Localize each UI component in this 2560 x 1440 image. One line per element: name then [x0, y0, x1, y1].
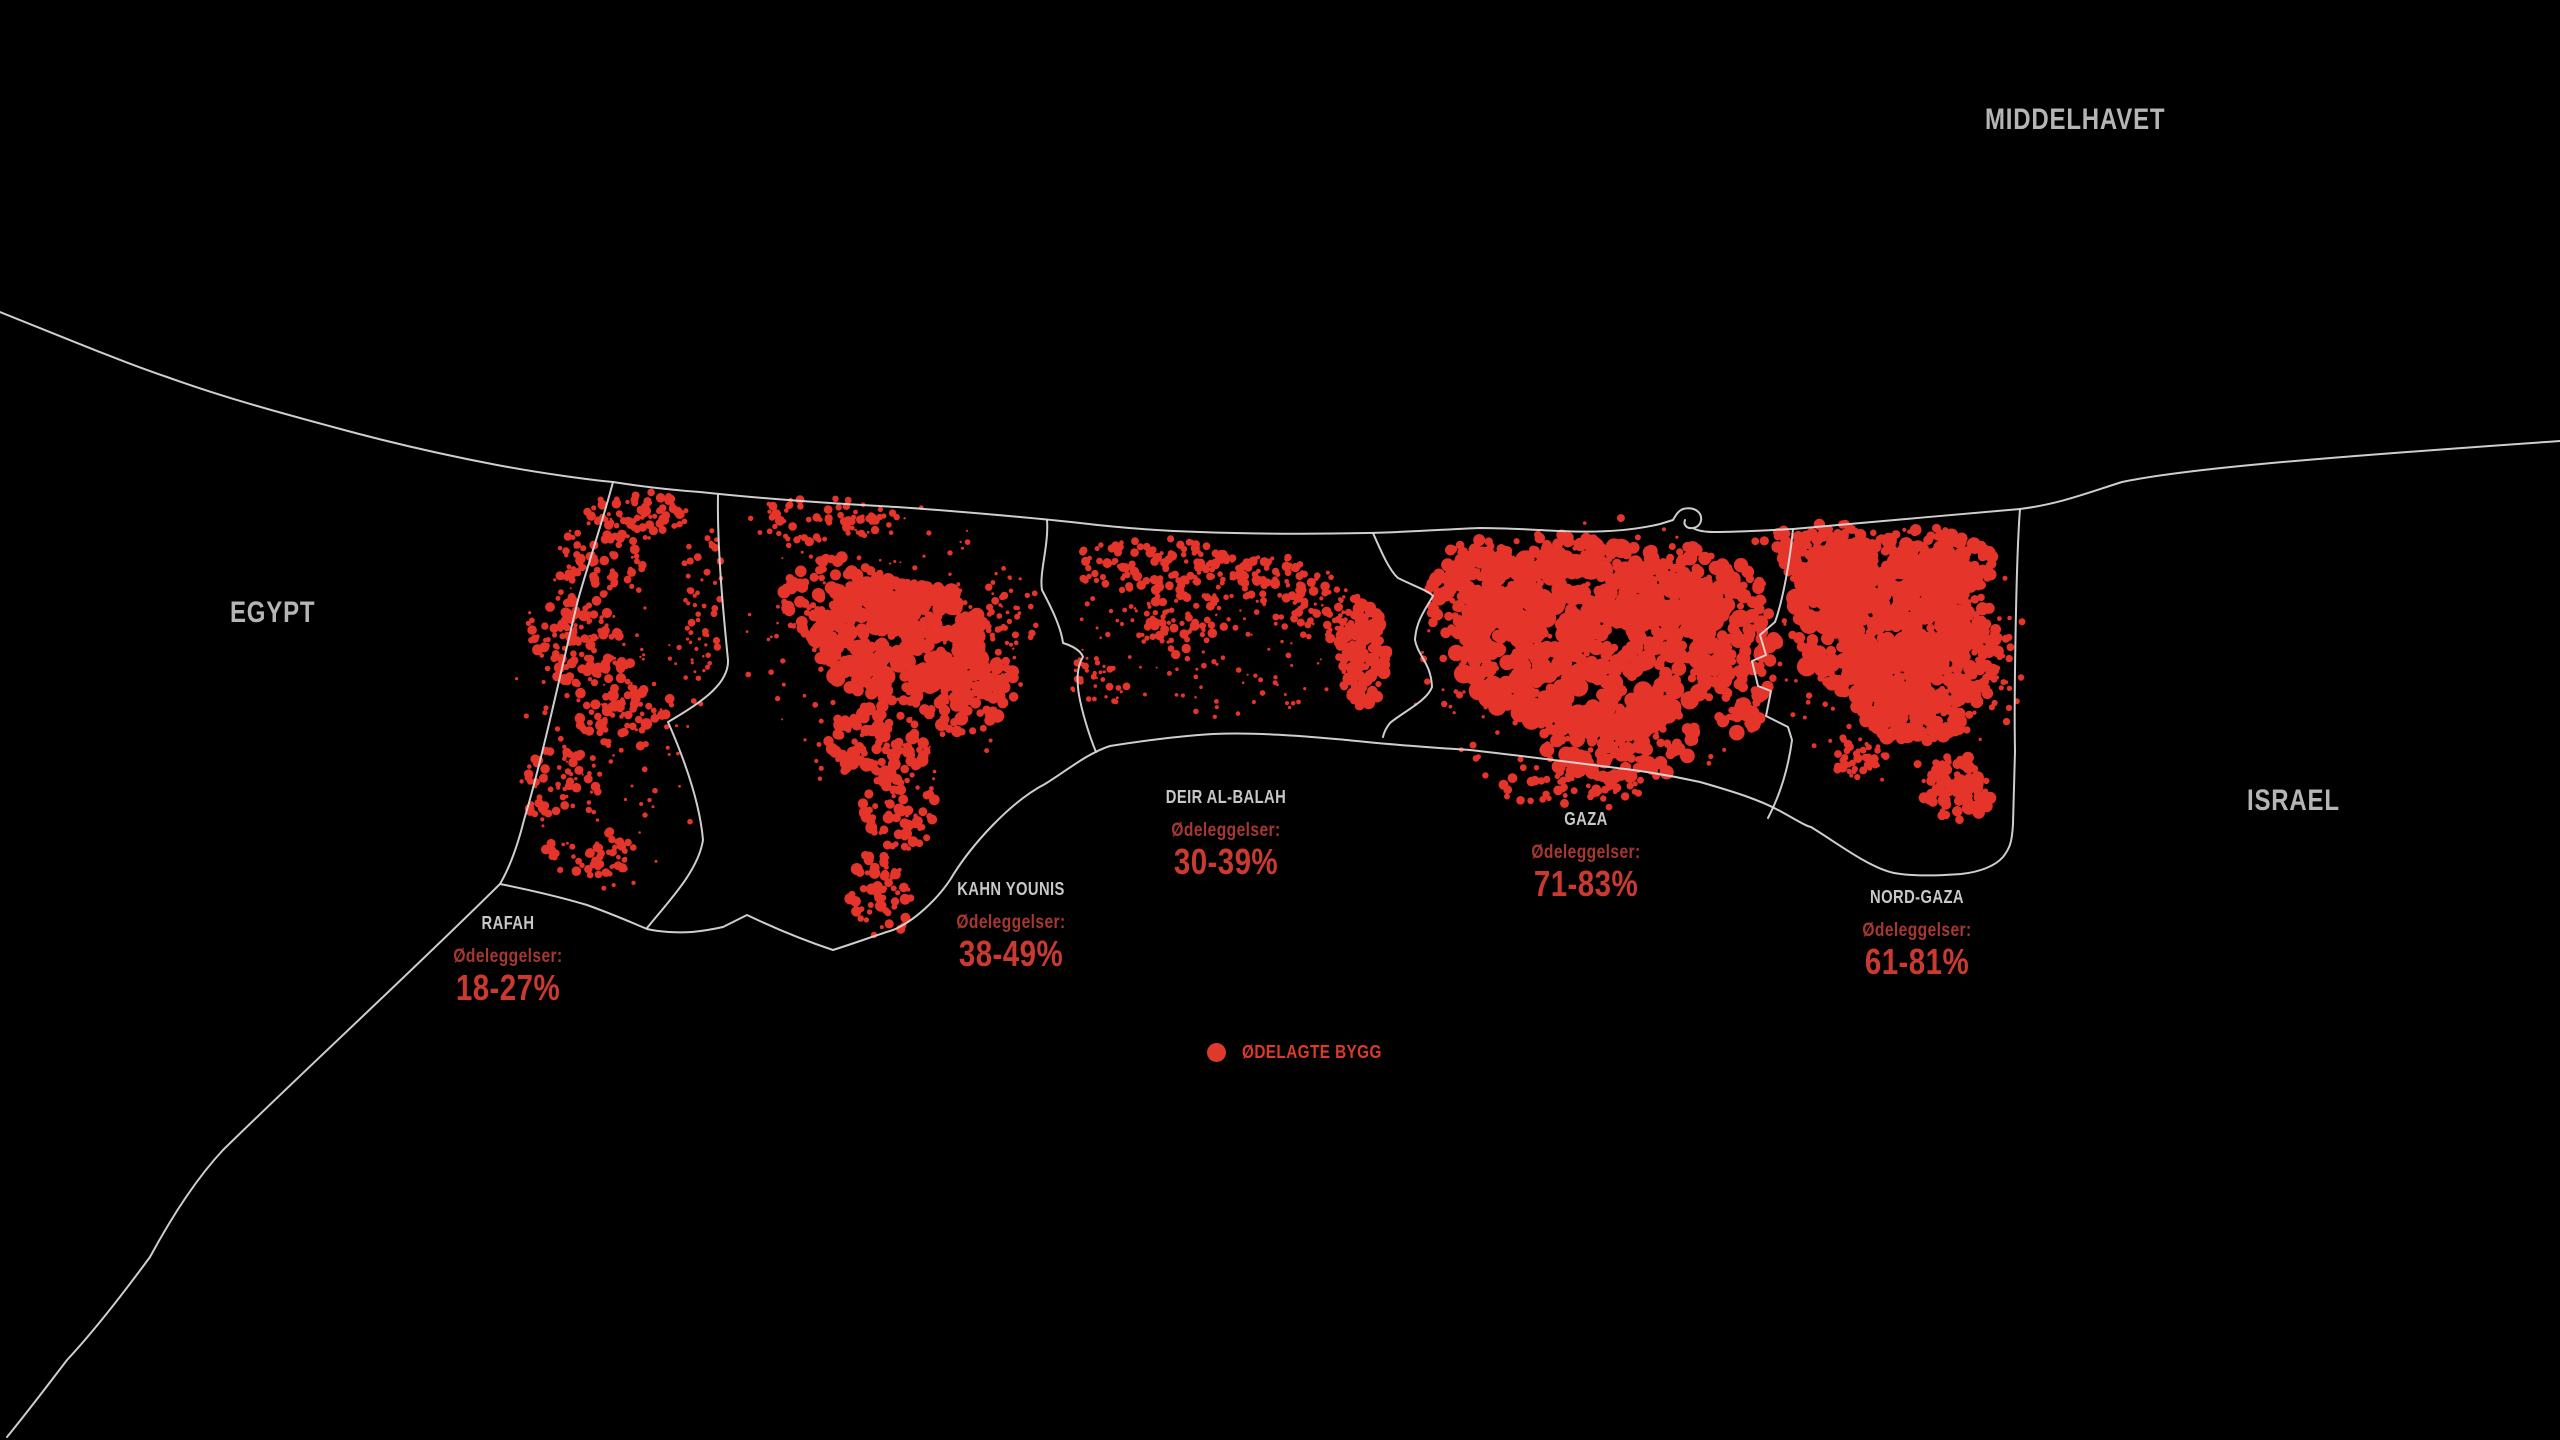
- region-name: NORD-GAZA: [1870, 887, 1964, 907]
- region-name: DEIR AL-BALAH: [1165, 787, 1287, 807]
- region-label-rafah: RAFAH Ødeleggelser: 18-27%: [453, 914, 562, 1006]
- egypt-border-line: [6, 481, 614, 1438]
- destruction-caption: Ødeleggelser:: [1531, 842, 1641, 863]
- destruction-caption: Ødeleggelser:: [956, 912, 1066, 933]
- region-label-kahn-younis: KAHN YOUNIS Ødeleggelser: 38-49%: [956, 880, 1065, 972]
- destruction-caption: Ødeleggelser:: [1171, 820, 1281, 841]
- legend-label: ØDELAGTE BYGG: [1242, 1042, 1382, 1062]
- destruction-caption: Ødeleggelser:: [1862, 920, 1972, 941]
- coastline: [0, 311, 2560, 535]
- region-name: KAHN YOUNIS: [957, 879, 1065, 899]
- country-label-israel: ISRAEL: [2247, 784, 2340, 817]
- country-label-egypt: EGYPT: [230, 596, 316, 629]
- border-rafah-kahnyounis: [646, 494, 730, 929]
- border-gaza-nordgaza: [1751, 528, 1794, 819]
- region-label-gaza: GAZA Ødeleggelser: 71-83%: [1531, 810, 1640, 902]
- destruction-caption: Ødeleggelser:: [453, 946, 563, 967]
- region-label-deir-al-balah: DEIR AL-BALAH Ødeleggelser: 30-39%: [1166, 788, 1286, 880]
- destruction-value: 38-49%: [958, 933, 1064, 974]
- legend-dot-icon: [1207, 1043, 1226, 1062]
- destruction-value: 30-39%: [1173, 841, 1279, 882]
- region-label-nord-gaza: NORD-GAZA Ødeleggelser: 61-81%: [1862, 888, 1971, 980]
- destruction-value: 18-27%: [455, 967, 561, 1008]
- destruction-value: 61-81%: [1864, 941, 1970, 982]
- destroyed-buildings-dots: [515, 488, 2026, 939]
- region-name: GAZA: [1564, 809, 1608, 829]
- legend: ØDELAGTE BYGG: [1207, 1042, 1407, 1063]
- border-kahnyounis-deir: [1040, 519, 1097, 753]
- gaza-strip-border: [499, 508, 2021, 951]
- sea-label: MIDDELHAVET: [1985, 103, 2166, 136]
- region-name: RAFAH: [481, 913, 535, 933]
- border-deir-gaza: [1372, 532, 1434, 738]
- destruction-value: 71-83%: [1533, 863, 1639, 904]
